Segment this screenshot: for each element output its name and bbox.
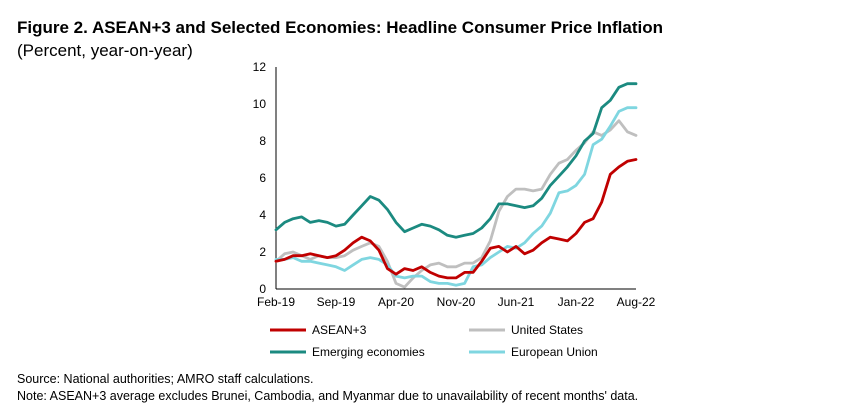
source-note: Source: National authorities; AMRO staff…: [17, 372, 314, 386]
figure-subtitle: (Percent, year-on-year): [17, 41, 193, 60]
figure-title: Figure 2. ASEAN+3 and Selected Economies…: [17, 18, 664, 37]
legend-label-asean-3: ASEAN+3: [312, 323, 367, 337]
y-tick-label: 8: [259, 134, 266, 148]
x-tick-label: Feb-19: [257, 295, 295, 309]
y-tick-label: 6: [259, 171, 266, 185]
x-tick-label: Sep-19: [317, 295, 356, 309]
series-line-emerging-economies: [274, 82, 638, 239]
x-tick-label: Jan-22: [558, 295, 595, 309]
x-tick-label: Jun-21: [498, 295, 535, 309]
y-tick-label: 2: [259, 245, 266, 259]
footnote: Note: ASEAN+3 average excludes Brunei, C…: [17, 389, 639, 403]
y-tick-label: 12: [253, 60, 267, 74]
x-tick-label: Aug-22: [617, 295, 656, 309]
series-line-united-states: [274, 119, 638, 289]
legend-label-emerging-economies: Emerging economies: [312, 345, 425, 359]
y-tick-label: 0: [259, 282, 266, 296]
x-tick-label: Nov-20: [437, 295, 476, 309]
series-line-european-union: [274, 106, 638, 287]
legend-label-united-states: United States: [511, 323, 583, 337]
legend-label-european-union: European Union: [511, 345, 598, 359]
series-line-asean-3: [274, 158, 638, 280]
x-tick-label: Apr-20: [378, 295, 414, 309]
y-tick-label: 10: [253, 97, 267, 111]
y-tick-label: 4: [259, 208, 266, 222]
